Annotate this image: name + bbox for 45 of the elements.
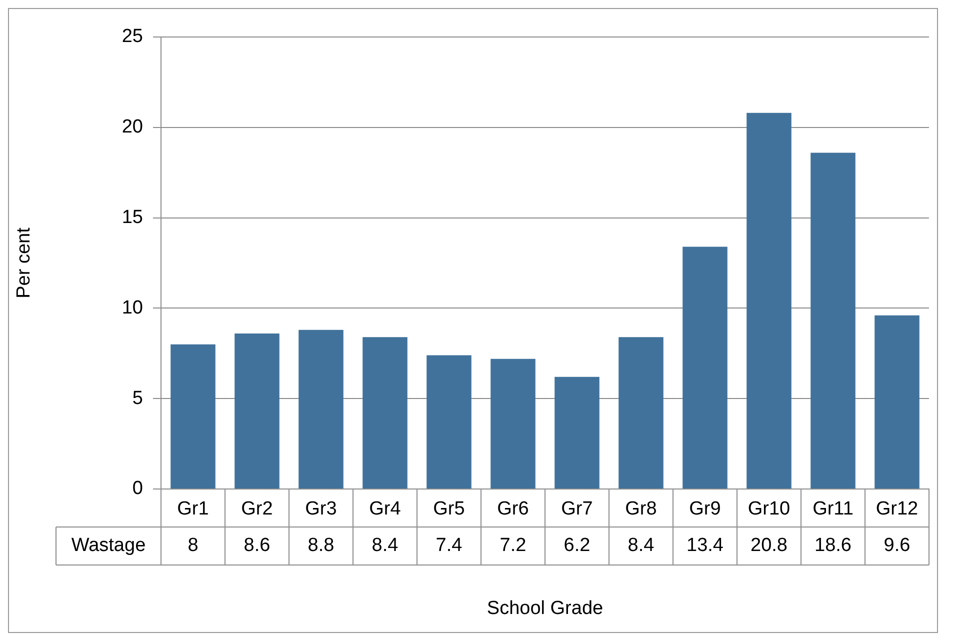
bar: [810, 152, 856, 488]
data-label: 8: [188, 535, 198, 556]
bar: [298, 330, 344, 488]
x-tick-label: Gr11: [812, 498, 854, 520]
x-tick-label: Gr12: [876, 498, 918, 520]
x-tick-label: Gr3: [305, 498, 337, 520]
bar: [234, 334, 280, 488]
y-axis-title: Per cent: [14, 226, 35, 298]
data-label: 6.2: [564, 535, 590, 556]
bar: [490, 358, 536, 488]
bar: [426, 355, 472, 488]
y-tick-label: 15: [122, 207, 143, 228]
x-tick-label: Gr10: [748, 498, 790, 520]
y-tick-label: 20: [122, 116, 143, 138]
data-label: 20.8: [750, 535, 788, 556]
bar: [362, 337, 408, 488]
y-tick-label: 25: [122, 26, 143, 48]
data-label: 8.6: [244, 535, 270, 556]
data-label: 8.8: [308, 535, 334, 556]
x-axis-title: School Grade: [486, 598, 604, 619]
x-tick-label: Gr2: [241, 498, 273, 520]
x-tick-label: Gr5: [433, 498, 465, 520]
data-label: 7.4: [436, 535, 463, 556]
data-label: 8.4: [372, 535, 399, 556]
x-tick-label: Gr6: [497, 498, 529, 520]
bar: [874, 315, 920, 488]
x-tick-label: Gr9: [689, 498, 721, 520]
y-tick-label: 5: [132, 388, 143, 409]
data-label: 13.4: [686, 535, 724, 556]
x-tick-label: Gr8: [625, 498, 657, 520]
bar: [170, 344, 216, 488]
bar: [618, 337, 664, 488]
data-label: 8.4: [628, 535, 655, 556]
text: Wastage: [71, 535, 146, 556]
y-tick-label: 10: [122, 297, 143, 318]
x-tick-label: Gr4: [369, 498, 402, 520]
bar: [682, 246, 728, 488]
x-tick-label: Gr1: [177, 498, 209, 520]
data-label: 18.6: [814, 535, 852, 556]
y-tick-label: 0: [132, 478, 143, 500]
data-label: 7.2: [500, 535, 526, 556]
data-label: 9.6: [884, 535, 910, 556]
bar: [746, 112, 792, 488]
x-tick-label: Gr7: [561, 498, 593, 520]
bar: [554, 376, 600, 488]
